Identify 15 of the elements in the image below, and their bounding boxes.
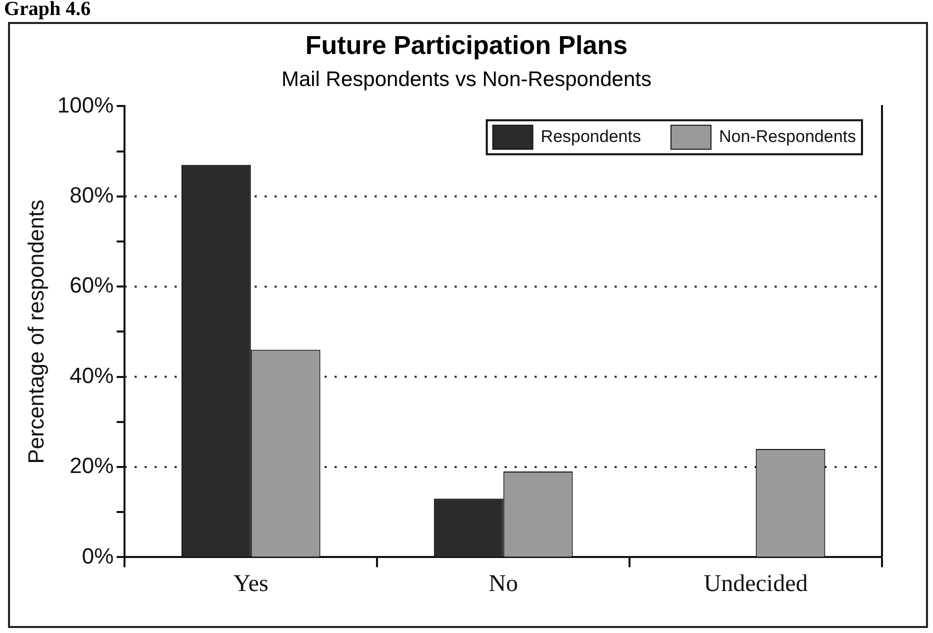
y-tick-label: 0% <box>82 543 114 568</box>
chart-subtitle: Mail Respondents vs Non-Respondents <box>280 68 653 92</box>
y-tick-label: 40% <box>70 362 114 388</box>
chart-title: Future Participation Plans <box>304 30 629 61</box>
y-axis-title: Percentage of respondents <box>23 200 48 464</box>
x-tick-label: No <box>488 570 518 597</box>
y-tick-label: 100% <box>57 92 114 118</box>
legend-label: Respondents <box>540 126 641 146</box>
caption: Graph 4.6 <box>4 0 91 21</box>
y-tick-label: 20% <box>70 453 114 478</box>
legend-label: Non-Respondents <box>718 126 856 146</box>
x-tick-label: Yes <box>233 570 268 597</box>
y-tick-label: 80% <box>70 182 114 208</box>
x-tick-label: Undecided <box>704 570 808 597</box>
y-tick-label: 60% <box>70 272 114 298</box>
